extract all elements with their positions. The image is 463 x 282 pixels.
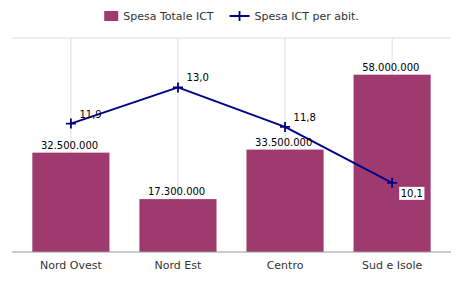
legend-marker (235, 11, 245, 21)
legend-swatch (104, 11, 118, 21)
x-tick-label: Sud e Isole (362, 259, 422, 272)
line-label: 10,1 (401, 188, 423, 199)
marker (387, 178, 397, 188)
marker (66, 119, 76, 129)
x-tick-label: Centro (267, 259, 304, 272)
background (0, 0, 463, 282)
bar (32, 153, 109, 252)
bar-label: 33.500.000 (255, 137, 312, 148)
line-label: 13,0 (187, 72, 209, 83)
line-label: 11,8 (294, 112, 316, 123)
plot-area (32, 75, 430, 252)
x-axis-line (12, 252, 451, 253)
marker (173, 82, 183, 92)
legend-label: Spesa Totale ICT (123, 10, 214, 23)
legend-label: Spesa ICT per abit. (255, 10, 359, 23)
label-background (399, 187, 424, 200)
legend: Spesa Totale ICT Spesa ICT per abit. (104, 10, 359, 23)
chart: 32.500.000 17.300.000 33.500.000 58.000.000… (0, 0, 463, 282)
line-label: 11,9 (79, 109, 101, 120)
data-labels: 32.500.000 17.300.000 33.500.000 58.000.000… (41, 62, 425, 200)
bar-label: 32.500.000 (41, 140, 98, 151)
x-tick-label: Nord Ovest (40, 259, 102, 272)
bar (354, 75, 431, 252)
bar-label: 58.000.000 (362, 62, 419, 73)
x-axis: Nord Ovest Nord Est Centro Sud e Isole (40, 259, 422, 272)
x-tick-label: Nord Est (155, 259, 202, 272)
grid (12, 38, 451, 252)
bar-label: 17.300.000 (148, 186, 205, 197)
bar (246, 150, 323, 252)
line (71, 87, 392, 182)
bar (139, 199, 216, 252)
marker (280, 122, 290, 132)
grid-line (12, 38, 451, 39)
